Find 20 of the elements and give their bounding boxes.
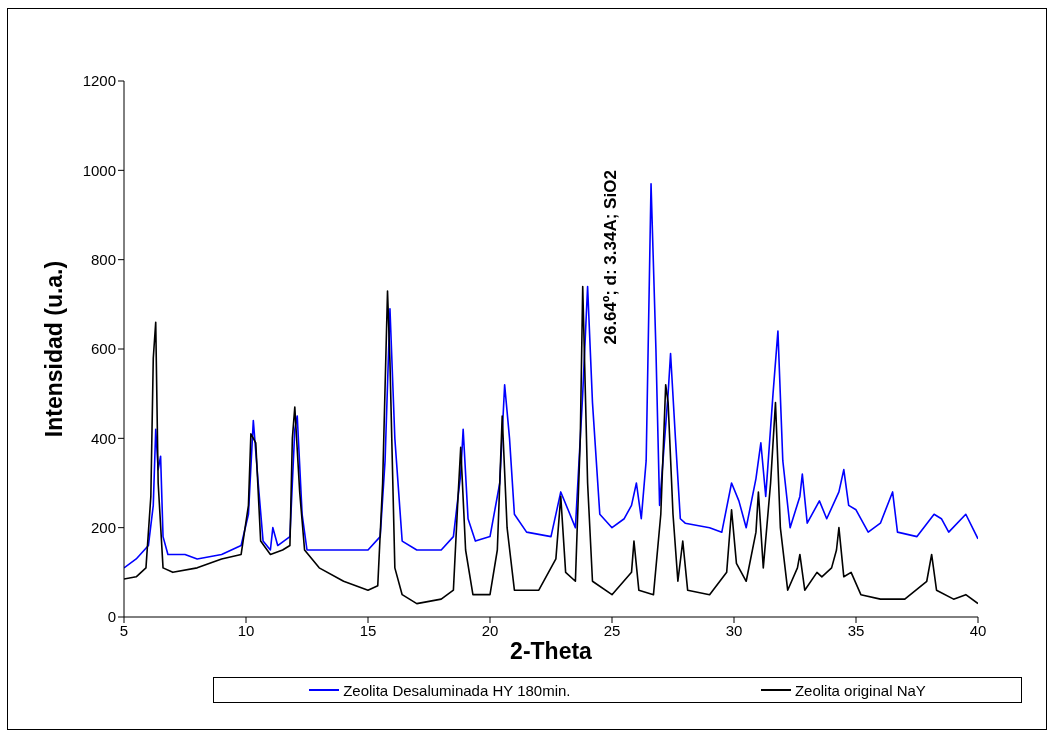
legend-label: Zeolita Desaluminada HY 180min. [343,681,571,699]
y-tick-label: 400 [90,429,116,447]
x-tick-label: 35 [847,621,865,639]
y-axis-title: Intensidad (u.a.) [41,260,68,438]
x-tick-label: 30 [725,621,743,639]
y-tick-label: 1000 [82,161,116,179]
x-tick-label: 40 [969,621,987,639]
legend-label: Zeolita original NaY [794,681,926,699]
x-tick-label: 20 [481,621,499,639]
y-tick-label: 600 [90,340,116,358]
y-tick-label: 800 [90,250,116,268]
annotation: 26.64º; d: 3.34A; SiO2 [601,170,621,345]
x-tick-label: 10 [237,621,255,639]
x-axis-title: 2-Theta [510,638,593,664]
x-tick-label: 15 [359,621,377,639]
x-tick-label: 25 [603,621,621,639]
x-tick-label: 5 [119,621,129,639]
y-tick-label: 1200 [82,72,116,90]
y-tick-label: 0 [107,608,116,626]
y-tick-label: 200 [90,518,116,536]
